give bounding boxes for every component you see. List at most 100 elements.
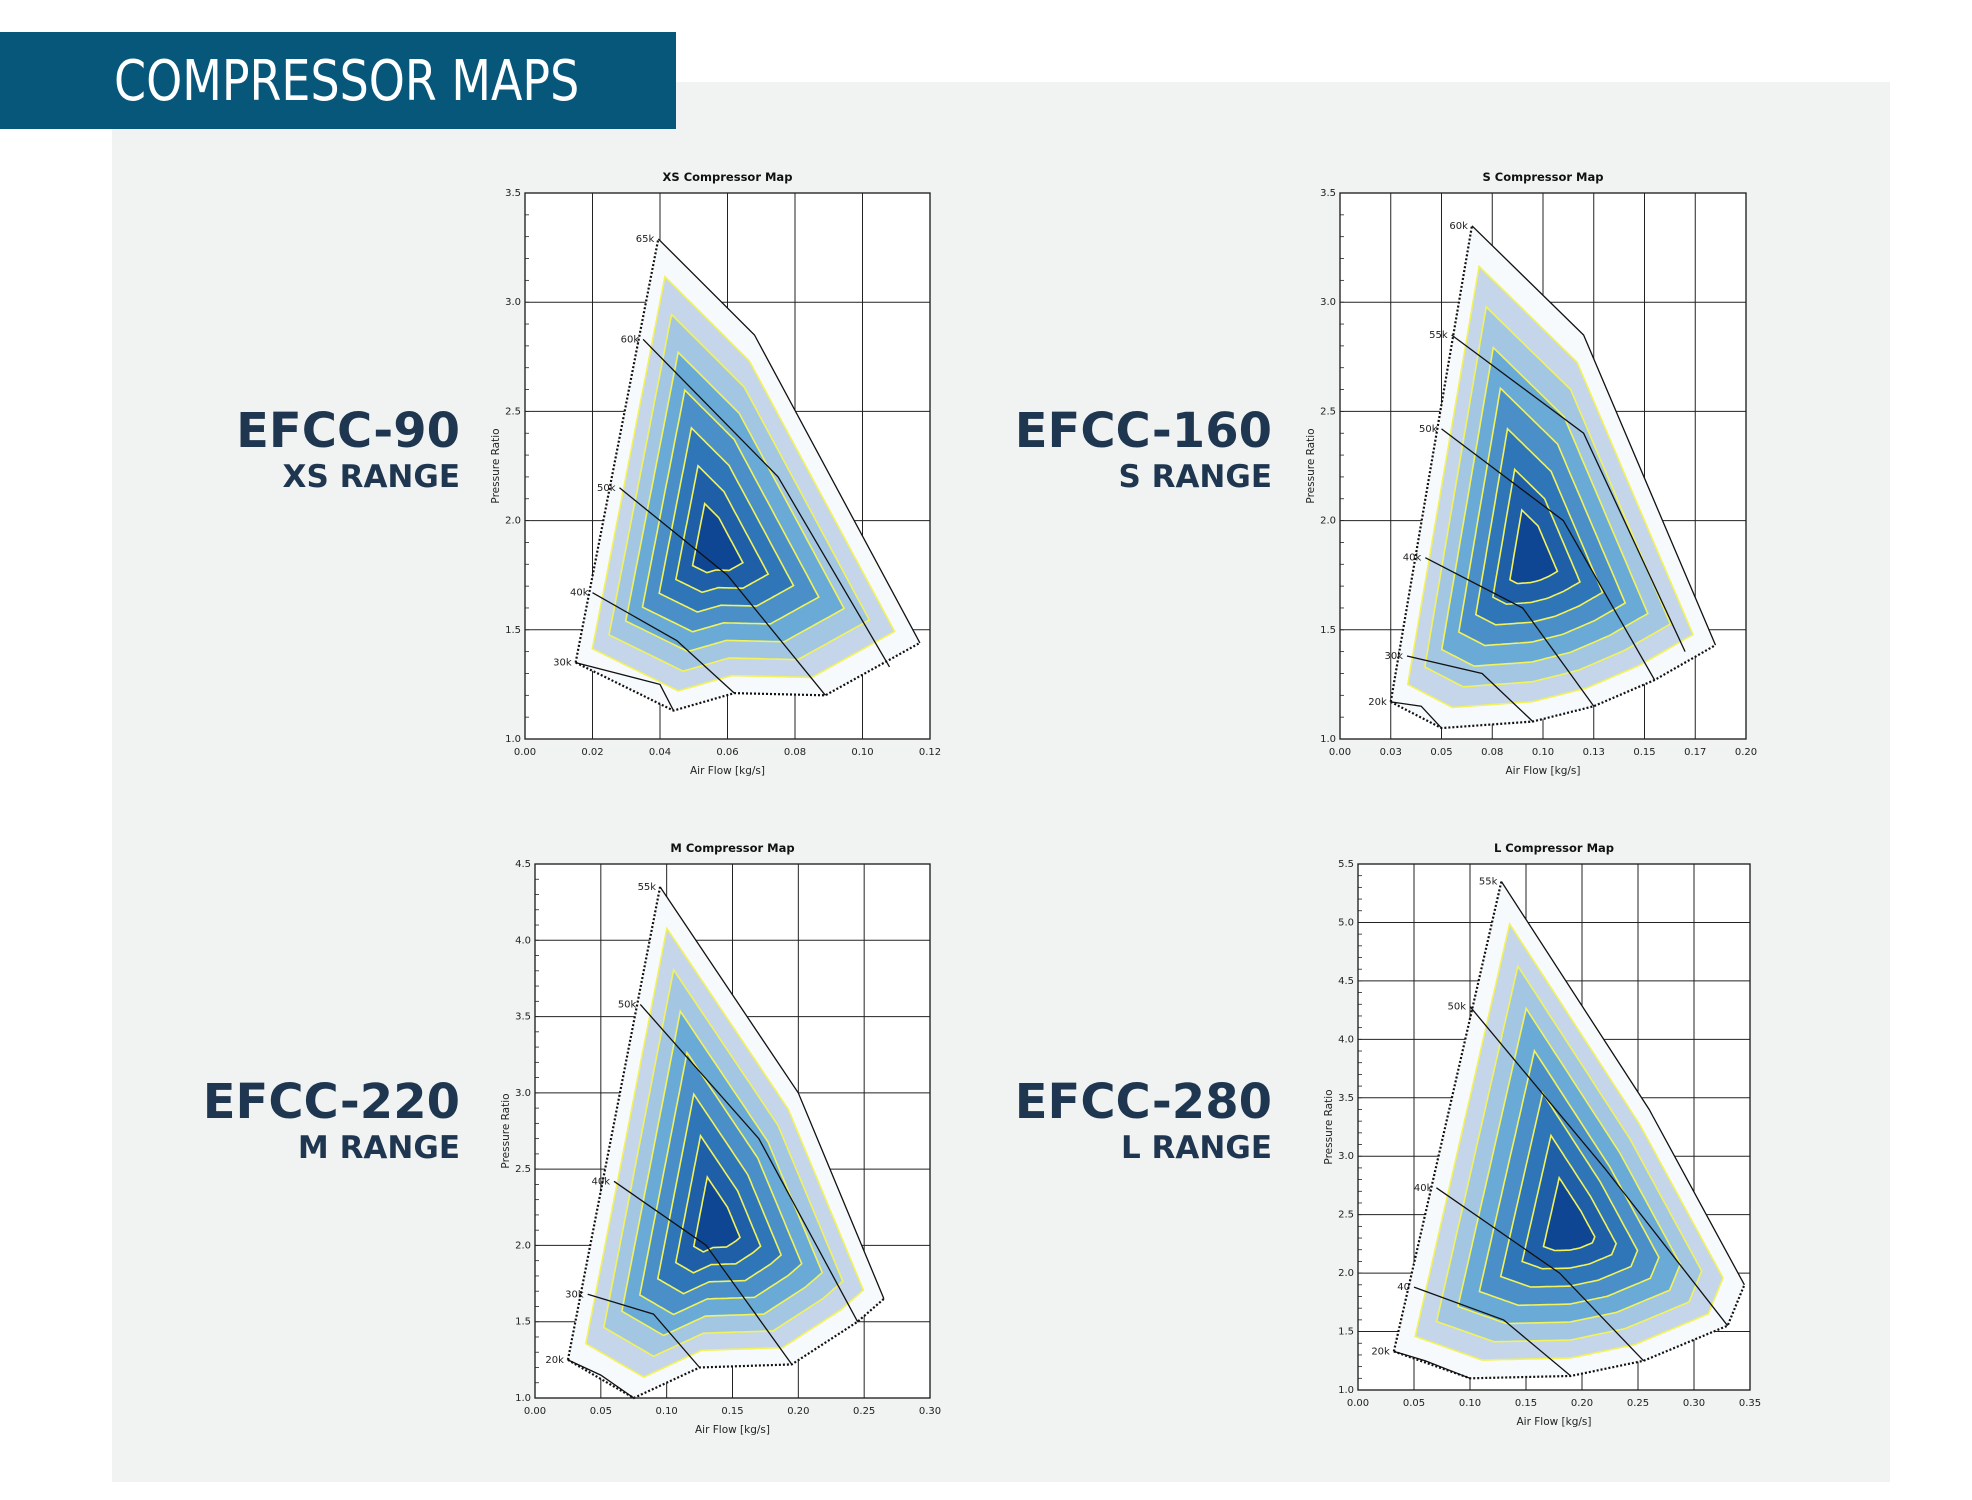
y-tick-label: 4.5 xyxy=(1338,976,1354,987)
speed-line xyxy=(587,1293,701,1368)
x-tick-label: 0.15 xyxy=(1633,747,1655,758)
x-tick-label: 0.10 xyxy=(851,747,873,758)
speed-label: 50k xyxy=(1419,424,1438,435)
model-label-m: EFCC-220 M RANGE xyxy=(40,1075,460,1167)
y-axis-label: Pressure Ratio xyxy=(490,428,502,503)
x-tick-label: 0.30 xyxy=(1683,1398,1705,1409)
plot-frame xyxy=(534,863,931,1399)
y-tick-label: 5.5 xyxy=(1338,859,1354,870)
efficiency-contour xyxy=(1542,1175,1596,1252)
y-tick-label: 4.0 xyxy=(515,935,531,946)
plot-frame xyxy=(524,192,931,740)
y-tick-label: 4.0 xyxy=(1338,1034,1354,1045)
x-tick-label: 0.00 xyxy=(1347,1398,1369,1409)
x-tick-label: 0.00 xyxy=(524,1406,546,1417)
model-name: EFCC-280 xyxy=(1014,1074,1272,1130)
y-tick-label: 3.0 xyxy=(1338,1151,1354,1162)
speed-label: 20k xyxy=(1368,697,1387,708)
speed-line xyxy=(1413,1286,1572,1377)
y-axis-label: Pressure Ratio xyxy=(1323,1089,1335,1164)
model-label-s: EFCC-160 S RANGE xyxy=(852,404,1272,496)
x-tick-label: 0.15 xyxy=(1515,1398,1537,1409)
plot-frame xyxy=(1357,863,1751,1391)
y-tick-label: 1.0 xyxy=(1320,734,1336,745)
y-tick-label: 1.0 xyxy=(515,1393,531,1404)
y-tick-label: 3.5 xyxy=(1320,188,1336,199)
y-tick-label: 3.0 xyxy=(1320,297,1336,308)
speed-line xyxy=(642,338,891,668)
x-tick-label: 0.20 xyxy=(1571,1398,1593,1409)
y-tick-label: 3.5 xyxy=(505,188,521,199)
speed-line xyxy=(1425,557,1595,707)
speed-line xyxy=(1500,881,1745,1286)
speed-line xyxy=(1471,225,1717,646)
surge-line xyxy=(1389,225,1474,703)
speed-line xyxy=(659,886,885,1300)
speed-label: 20k xyxy=(545,1355,564,1366)
surge-line xyxy=(566,886,662,1361)
speed-line xyxy=(575,661,675,711)
speed-label: 55k xyxy=(1479,877,1498,888)
model-name: EFCC-220 xyxy=(202,1074,460,1130)
y-tick-label: 3.5 xyxy=(1338,1093,1354,1104)
y-tick-label: 1.5 xyxy=(505,625,521,636)
x-tick-label: 0.10 xyxy=(1459,1398,1481,1409)
y-tick-label: 4.5 xyxy=(515,859,531,870)
speed-line xyxy=(1436,1187,1645,1362)
speed-label: 40k xyxy=(1414,1183,1433,1194)
x-axis-label: Air Flow [kg/s] xyxy=(1516,1416,1591,1428)
speed-label: 50k xyxy=(618,999,637,1010)
speed-label: 40k xyxy=(591,1176,610,1187)
y-tick-label: 2.5 xyxy=(505,406,521,417)
model-range: L RANGE xyxy=(1121,1130,1272,1166)
section-banner xyxy=(0,32,676,129)
choke-line xyxy=(1390,644,1717,730)
speed-line xyxy=(639,1003,859,1323)
x-tick-label: 0.05 xyxy=(1403,1398,1425,1409)
speed-label: 40k xyxy=(1403,553,1422,564)
speed-label: 20k xyxy=(1371,1346,1390,1357)
y-tick-label: 1.0 xyxy=(1338,1385,1354,1396)
x-tick-label: 0.25 xyxy=(1627,1398,1649,1409)
speed-line xyxy=(592,592,735,694)
x-tick-label: 0.02 xyxy=(581,747,603,758)
speed-label: 50k xyxy=(597,483,616,494)
x-tick-label: 0.08 xyxy=(784,747,806,758)
model-range: M RANGE xyxy=(297,1130,460,1166)
x-axis-label: Air Flow [kg/s] xyxy=(695,1424,770,1436)
speed-line xyxy=(1441,428,1656,681)
chart-title: XS Compressor Map xyxy=(663,170,793,184)
chart-title: L Compressor Map xyxy=(1494,841,1614,855)
efficiency-contour xyxy=(692,1174,741,1253)
chart-title: S Compressor Map xyxy=(1482,170,1603,184)
speed-line xyxy=(657,238,921,644)
x-tick-label: 0.00 xyxy=(1329,747,1351,758)
chart-title: M Compressor Map xyxy=(670,841,794,855)
x-tick-label: 0.35 xyxy=(1739,1398,1761,1409)
x-tick-label: 0.13 xyxy=(1583,747,1605,758)
speed-label: 30k xyxy=(1384,651,1403,662)
x-tick-label: 0.05 xyxy=(590,1406,612,1417)
compressor-map-xs: 30k 40k 50k 60k 65k 0.00 0.02 0.04 0.06 0.08 0.10 0… xyxy=(490,170,941,777)
speed-label: 65k xyxy=(636,234,655,245)
y-tick-label: 3.0 xyxy=(505,297,521,308)
y-axis-label: Pressure Ratio xyxy=(1305,428,1317,503)
x-tick-label: 0.25 xyxy=(853,1406,875,1417)
x-tick-label: 0.08 xyxy=(1481,747,1503,758)
choke-line xyxy=(567,1297,885,1400)
y-tick-label: 1.5 xyxy=(1320,625,1336,636)
y-tick-label: 5.0 xyxy=(1338,917,1354,928)
x-tick-label: 0.00 xyxy=(514,747,536,758)
model-range: S RANGE xyxy=(1118,459,1272,495)
efficiency-contour xyxy=(1509,508,1559,585)
y-tick-label: 2.5 xyxy=(515,1164,531,1175)
speed-line xyxy=(619,487,826,696)
x-axis-label: Air Flow [kg/s] xyxy=(1505,765,1580,777)
x-tick-label: 0.15 xyxy=(721,1406,743,1417)
speed-label: 50k xyxy=(1447,1002,1466,1013)
speed-line xyxy=(1406,655,1534,722)
efficiency-contour xyxy=(691,501,744,574)
y-tick-label: 2.0 xyxy=(515,1240,531,1251)
speed-label: 55k xyxy=(1429,330,1448,341)
speed-label: 30k xyxy=(553,658,572,669)
